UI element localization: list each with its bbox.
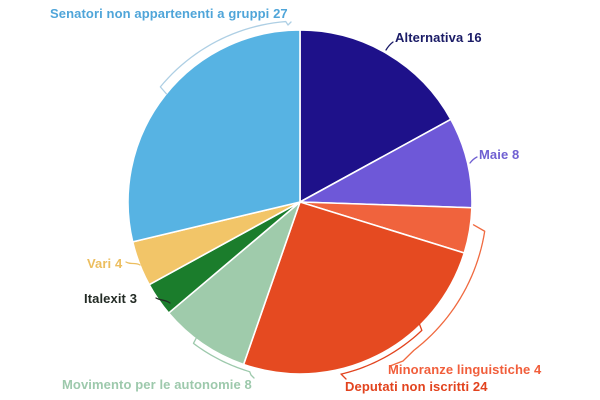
pie-slice-maie[interactable] <box>299 118 473 209</box>
label-italexit: Italexit 3 <box>84 291 138 306</box>
label-alternativa: Alternativa 16 <box>395 30 482 45</box>
label-movimento-autonomie: Movimento per le autonomie 8 <box>62 377 252 392</box>
leader-line-vari <box>125 261 141 266</box>
pie-slice-movimento-per-le-autonomie[interactable] <box>167 201 301 366</box>
leader-line-deputati-non-iscritti <box>340 322 423 380</box>
leader-line-italexit <box>155 297 171 304</box>
label-deputati-non-iscritti: Deputati non iscritti 24 <box>345 379 488 394</box>
label-minoranze-linguistiche: Minoranze linguistiche 4 <box>388 362 542 377</box>
leader-line-movimento-per-le-autonomie <box>192 334 255 379</box>
label-senatori-non-appartenenti: Senatori non appartenenti a gruppi 27 <box>50 6 288 21</box>
pie-slice-senatori-non-appartenenti-a-gruppi[interactable] <box>127 29 301 243</box>
label-maie: Maie 8 <box>479 147 520 162</box>
label-vari: Vari 4 <box>87 256 123 271</box>
pie-slice-alternativa[interactable] <box>299 29 452 203</box>
pie-slice-deputati-non-iscritti[interactable] <box>242 201 466 375</box>
leader-line-minoranze-linguistiche <box>389 224 486 367</box>
leader-line-alternativa <box>385 41 394 51</box>
leader-line-senatori-non-appartenenti-a-gruppi <box>159 20 292 95</box>
leader-line-maie <box>469 156 478 164</box>
